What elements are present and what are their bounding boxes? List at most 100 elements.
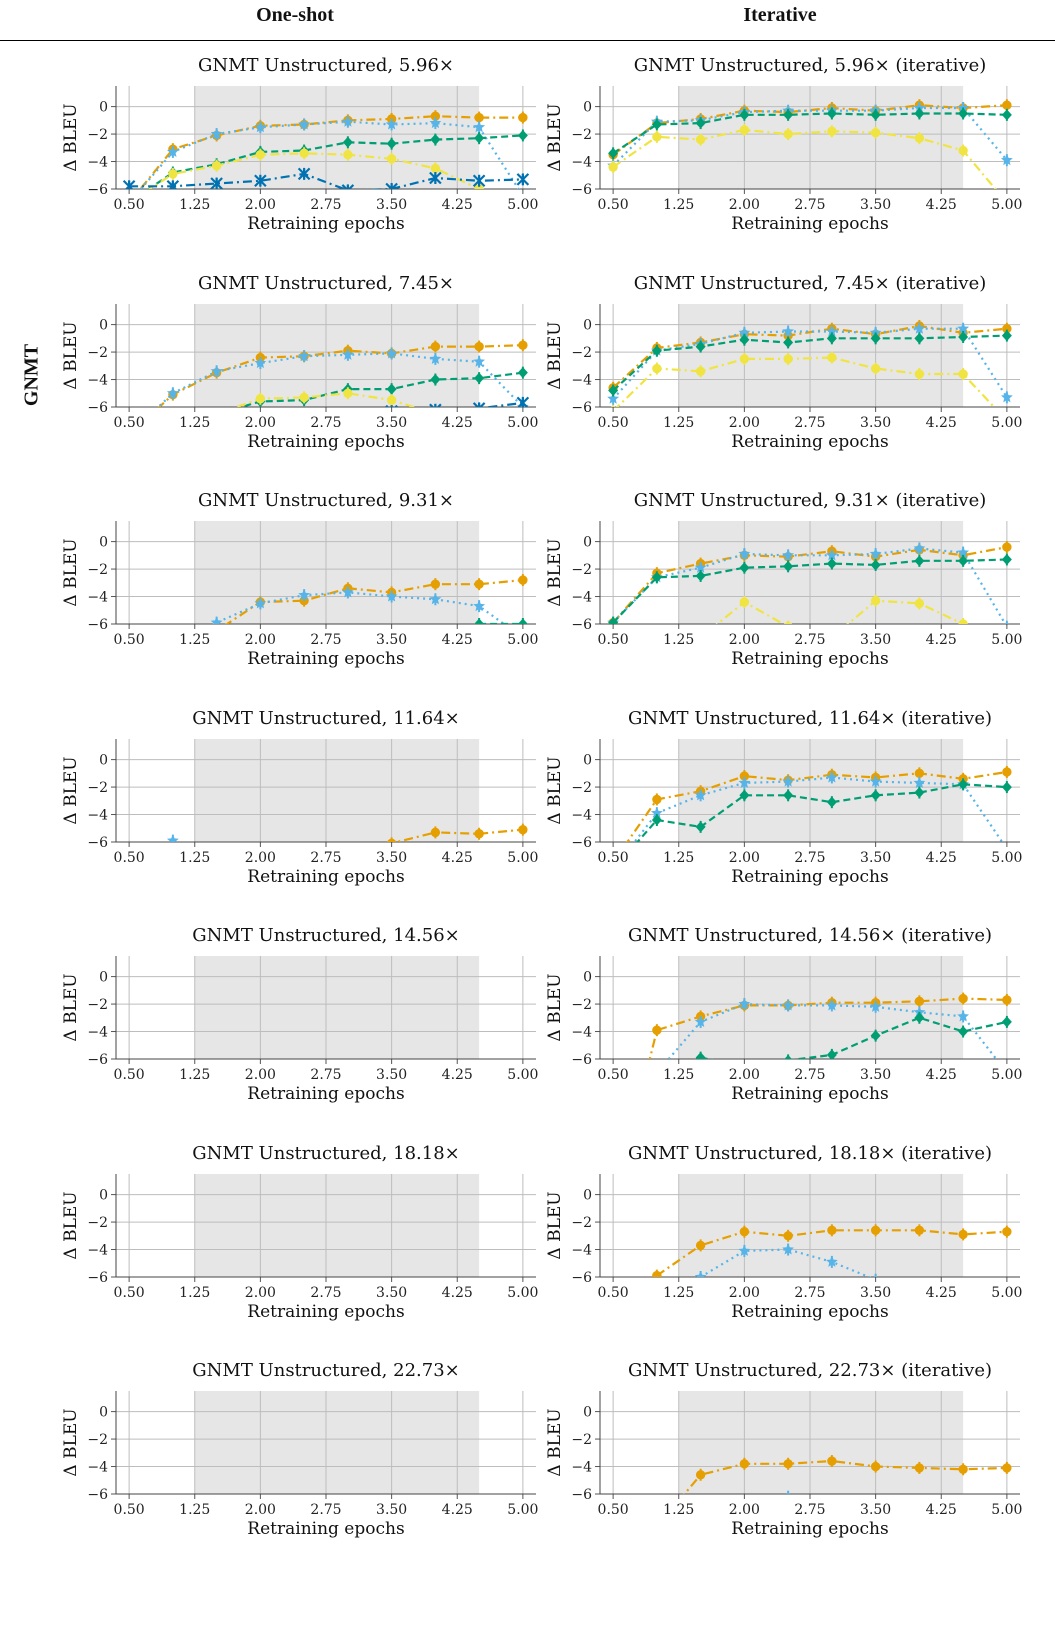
data-point	[254, 121, 267, 133]
data-point	[429, 402, 442, 407]
data-point	[914, 332, 925, 344]
data-point	[826, 107, 837, 119]
data-point	[650, 806, 663, 818]
x-tick-label: 1.25	[663, 415, 694, 431]
data-point	[695, 1470, 706, 1480]
y-tick-label: −6	[571, 1052, 592, 1068]
x-axis-label: Retraining epochs	[731, 1302, 888, 1322]
data-point	[166, 145, 179, 157]
series-line	[156, 351, 524, 407]
y-tick-label: −6	[87, 1052, 108, 1068]
x-tick-label: 2.00	[729, 1067, 760, 1083]
y-tick-label: 0	[99, 970, 108, 986]
data-point	[474, 341, 484, 351]
data-point	[652, 1025, 662, 1035]
series-line	[139, 120, 520, 189]
x-tick-label: 0.50	[114, 197, 145, 213]
x-tick-label: 2.75	[310, 1067, 341, 1083]
data-point	[695, 366, 706, 376]
data-point	[167, 645, 179, 656]
x-tick-label: 1.25	[179, 1502, 210, 1518]
data-point	[827, 1456, 837, 1466]
data-point	[739, 109, 750, 121]
data-point	[474, 618, 485, 624]
x-tick-label: 1.25	[663, 1285, 694, 1301]
x-tick-label: 5.00	[507, 850, 538, 866]
data-point	[870, 559, 881, 571]
y-tick-label: −6	[571, 400, 592, 416]
y-axis-label: Δ BLEU	[545, 538, 565, 606]
y-tick-label: −6	[571, 617, 592, 633]
data-point	[343, 388, 353, 398]
data-point	[517, 366, 528, 378]
data-point	[826, 558, 837, 570]
chart-panel: 0.50 1.25 2.00 2.75 3.50 4.25 5.00 0 −2 −4 −6 GNMT …	[61, 708, 538, 887]
x-tick-label: 3.50	[860, 850, 891, 866]
data-point	[870, 1225, 881, 1235]
data-point	[958, 330, 969, 342]
data-point	[913, 776, 926, 788]
data-point	[430, 827, 441, 837]
data-point	[651, 814, 662, 826]
data-point	[828, 634, 836, 642]
x-tick-label: 5.00	[507, 197, 538, 213]
data-point	[739, 125, 750, 135]
series-line	[147, 152, 482, 189]
x-axis-label: Retraining epochs	[247, 867, 404, 887]
x-tick-label: 3.50	[860, 415, 891, 431]
data-point	[913, 1006, 926, 1018]
data-point	[386, 154, 397, 164]
series-group	[626, 765, 1012, 842]
x-tick-label: 4.25	[926, 1502, 957, 1518]
data-point	[738, 776, 751, 788]
series-line	[744, 1497, 788, 1501]
x-tick-label: 3.50	[376, 415, 407, 431]
y-tick-label: −4	[571, 1242, 592, 1258]
data-point	[870, 595, 881, 606]
chart-panel: 0.50 1.25 2.00 2.75 3.50 4.25 5.00 0 −2 −4 −6 GNMT …	[545, 708, 1022, 887]
data-point	[298, 588, 311, 601]
x-tick-label: 2.00	[245, 197, 276, 213]
y-tick-label: −6	[571, 835, 592, 851]
x-tick-label: 2.75	[794, 197, 825, 213]
data-point	[869, 547, 882, 559]
data-point	[210, 616, 223, 624]
x-tick-label: 1.25	[663, 1067, 694, 1083]
x-tick-label: 3.50	[860, 197, 891, 213]
shaded-region	[678, 1391, 964, 1494]
x-tick-label: 4.25	[442, 1502, 473, 1518]
shaded-region	[194, 1173, 480, 1277]
x-tick-label: 4.25	[926, 415, 957, 431]
data-point	[786, 1490, 790, 1494]
x-tick-label: 5.00	[507, 415, 538, 431]
column-header-iterative: Iterative	[743, 4, 817, 26]
data-point	[211, 160, 222, 171]
y-axis-label: Δ BLEU	[545, 103, 565, 171]
data-point	[518, 824, 528, 834]
x-tick-label: 2.75	[310, 632, 341, 648]
y-tick-label: −4	[571, 590, 592, 606]
x-tick-label: 4.25	[926, 197, 957, 213]
data-point	[255, 149, 266, 160]
data-point	[166, 833, 179, 842]
x-tick-label: 4.25	[926, 1285, 957, 1301]
data-point	[1001, 1016, 1012, 1028]
data-point	[739, 1226, 750, 1236]
y-tick-label: −2	[571, 997, 592, 1013]
y-axis-label: Δ BLEU	[545, 321, 565, 389]
x-axis-label: Retraining epochs	[731, 1084, 888, 1104]
y-tick-label: 0	[583, 317, 592, 333]
y-axis-label: Δ BLEU	[545, 1191, 565, 1259]
data-point	[644, 1062, 652, 1070]
data-point	[782, 1242, 795, 1255]
y-axis-label: Δ BLEU	[545, 973, 565, 1041]
x-tick-label: 1.25	[179, 1285, 210, 1301]
data-point	[429, 171, 442, 185]
shaded-region	[194, 86, 480, 189]
data-point	[783, 1230, 793, 1241]
data-point	[518, 575, 528, 585]
data-point	[299, 415, 310, 426]
chart-panel: 0.50 1.25 2.00 2.75 3.50 4.25 5.00 0 −2 −4 −6 GNMT …	[545, 273, 1022, 452]
series-group	[607, 319, 1013, 407]
data-point	[1002, 1226, 1012, 1236]
